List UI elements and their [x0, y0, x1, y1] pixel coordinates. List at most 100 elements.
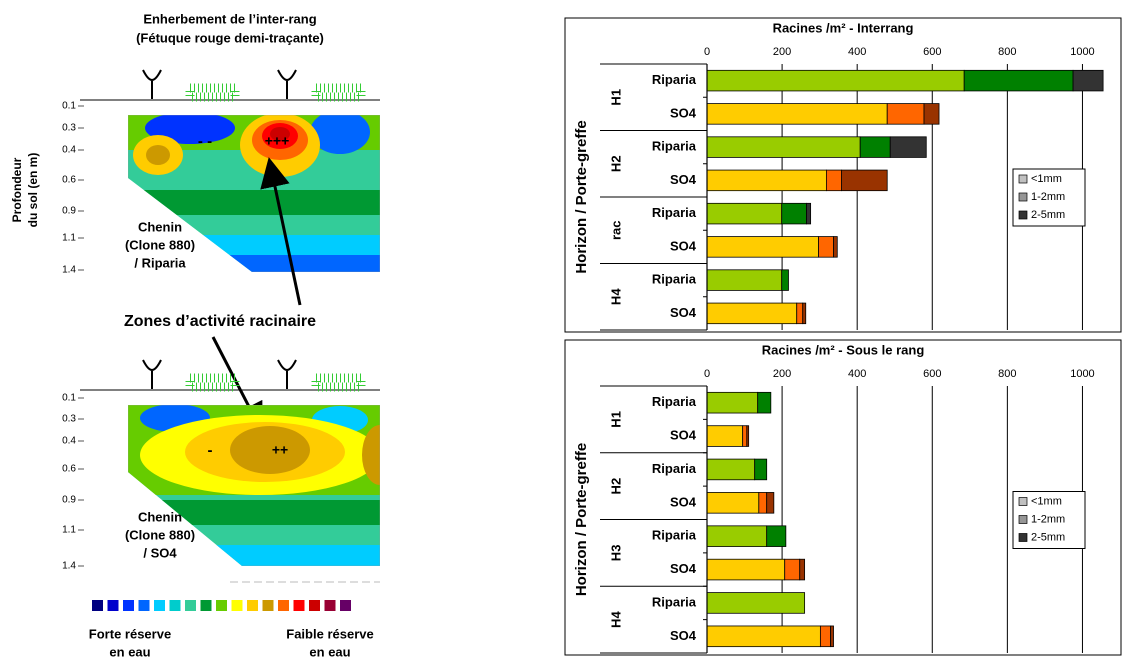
group-label: H2: [608, 478, 623, 495]
bar-segment: [806, 203, 810, 224]
scale-swatch: [263, 600, 274, 611]
bar-segment: [747, 426, 749, 447]
bar-segment: [800, 559, 805, 580]
bar-segment: [964, 70, 1073, 91]
depth-label: 0.9: [62, 206, 76, 217]
depth-label: 1.4: [62, 561, 76, 572]
legend-swatch: [1019, 193, 1027, 201]
annotation: Zones d’activité racinaire: [124, 313, 316, 330]
category-label: SO4: [670, 494, 697, 509]
bar-segment: [707, 526, 767, 547]
bar-segment: [860, 137, 890, 158]
scale-label: en eau: [109, 644, 150, 659]
diagram-title: (Fétuque rouge demi-traçante): [136, 30, 324, 45]
vine-icon: [278, 70, 296, 99]
legend-swatch: [1019, 498, 1027, 506]
x-tick-label: 0: [704, 46, 710, 58]
category-label: Riparia: [652, 461, 697, 476]
scale-swatch: [247, 600, 258, 611]
scale-swatch: [154, 600, 165, 611]
depth-label: 1.1: [62, 233, 76, 244]
x-tick-label: 400: [848, 368, 866, 380]
legend-swatch: [1019, 175, 1027, 183]
depth-label: 0.3: [62, 123, 76, 134]
bar-segment: [707, 170, 826, 191]
bar-segment: [707, 593, 805, 614]
bar-segment: [890, 137, 926, 158]
scale-swatch: [108, 600, 119, 611]
legend-label: 2-5mm: [1031, 209, 1065, 221]
grass-icon: [190, 378, 235, 387]
map-label: / SO4: [143, 545, 177, 560]
legend-swatch: [1019, 211, 1027, 219]
grass-icon: [190, 88, 235, 97]
depth-label: 0.9: [62, 495, 76, 506]
group-label: H1: [608, 411, 623, 428]
map-label: Chenin: [138, 219, 182, 234]
depth-label: 0.1: [62, 101, 76, 112]
map-label: / Riparia: [134, 255, 186, 270]
depth-label: 0.1: [62, 393, 76, 404]
color-scale: [92, 600, 351, 611]
depth-label: 0.4: [62, 436, 76, 447]
category-label: SO4: [670, 561, 697, 576]
bar-segment: [707, 303, 797, 324]
grass-icon: [316, 378, 361, 387]
bar-segment: [707, 426, 743, 447]
depth-label: 0.3: [62, 414, 76, 425]
category-label: Riparia: [652, 394, 697, 409]
x-tick-label: 600: [923, 368, 941, 380]
map-annotation: - -: [198, 133, 212, 150]
bar-segment: [834, 237, 838, 258]
bar-segment: [819, 237, 834, 258]
x-tick-label: 200: [773, 368, 791, 380]
depth-axis-label: du sol (en m): [26, 153, 40, 228]
bar-segment: [707, 137, 860, 158]
bar-segment: [841, 170, 887, 191]
depth-label: 1.1: [62, 525, 76, 536]
figure: Enherbement de l’inter-rang (Fétuque rou…: [0, 0, 1125, 659]
scale-swatch: [123, 600, 134, 611]
x-tick-label: 1000: [1070, 368, 1094, 380]
diagram-title: Enherbement de l’inter-rang: [143, 11, 316, 26]
bar-segment: [767, 526, 786, 547]
map-label: (Clone 880): [125, 237, 195, 252]
bar-segment: [707, 104, 887, 125]
chart-title: Racines /m² - Interrang: [773, 20, 914, 35]
category-label: Riparia: [652, 139, 697, 154]
category-label: Riparia: [652, 528, 697, 543]
bar-segment: [707, 392, 758, 413]
scale-swatch: [232, 600, 243, 611]
vine-icon: [143, 70, 161, 99]
grass-icon: [316, 88, 361, 97]
bar-segment: [826, 170, 841, 191]
map-label: Chenin: [138, 509, 182, 524]
bar-segment: [1073, 70, 1103, 91]
x-tick-label: 800: [998, 46, 1016, 58]
category-label: SO4: [670, 172, 697, 187]
map-label: (Clone 880): [125, 527, 195, 542]
group-label: rac: [608, 220, 623, 240]
y-axis-label: Horizon / Porte-greffe: [573, 443, 590, 596]
bar-segment: [785, 559, 800, 580]
scale-swatch: [309, 600, 320, 611]
scale-swatch: [325, 600, 336, 611]
legend-label: <1mm: [1031, 495, 1062, 507]
group-label: H2: [608, 155, 623, 172]
group-label: H3: [608, 545, 623, 562]
scale-swatch: [340, 600, 351, 611]
bar-segment: [707, 492, 759, 513]
chart-title: Racines /m² - Sous le rang: [762, 342, 925, 357]
category-label: SO4: [670, 105, 697, 120]
depth-axis-label: Profondeur: [10, 157, 24, 222]
bar-segment: [707, 270, 782, 291]
bar-segment: [797, 303, 803, 324]
scale-label: en eau: [309, 644, 350, 659]
bar-segment: [782, 270, 789, 291]
bar-segment: [707, 626, 820, 647]
bar-segment: [820, 626, 830, 647]
legend-swatch: [1019, 516, 1027, 524]
scale-swatch: [185, 600, 196, 611]
bar-segment: [707, 559, 785, 580]
scale-swatch: [216, 600, 227, 611]
